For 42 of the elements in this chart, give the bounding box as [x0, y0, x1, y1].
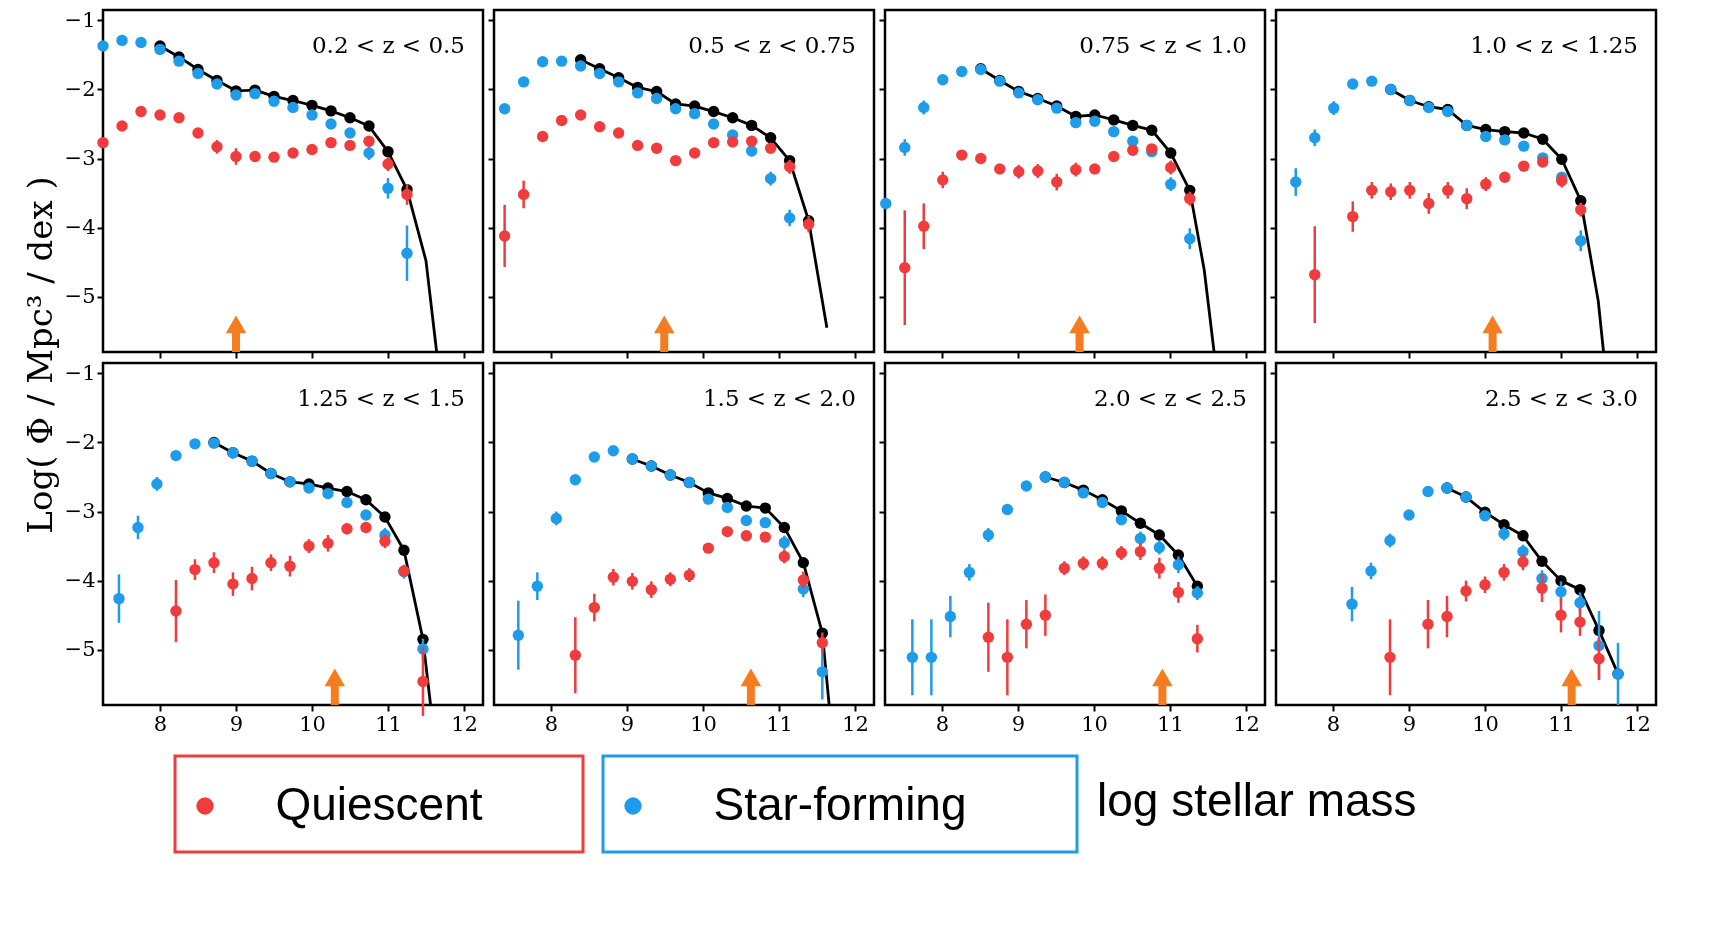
- legend-label: Star-forming: [713, 778, 967, 830]
- y-tick-label: −2: [64, 76, 96, 101]
- y-tick-label: −3: [64, 146, 96, 171]
- x-tick-label: 11: [1548, 711, 1575, 736]
- x-tick-label: 10: [690, 711, 717, 736]
- legend-label: Quiescent: [275, 778, 483, 830]
- text: 0.75 < z < 1.0: [1079, 32, 1247, 58]
- x-tick-label: 11: [766, 711, 793, 736]
- y-tick-label: −5: [64, 284, 96, 309]
- x-tick-label: 8: [544, 711, 559, 736]
- y-tick-label: −3: [64, 499, 96, 524]
- text: 0.2 < z < 0.5: [311, 32, 465, 58]
- x-tick-label: 10: [1081, 711, 1108, 736]
- text: 1.0 < z < 1.25: [1470, 32, 1638, 58]
- x-axis-title: log stellar mass: [1097, 774, 1417, 826]
- x-tick-label: 12: [1233, 711, 1260, 736]
- x-tick-label: 9: [1402, 711, 1417, 736]
- x-tick-label: 9: [229, 711, 244, 736]
- y-tick-label: −4: [64, 215, 96, 240]
- y-tick-label: −5: [64, 637, 96, 662]
- x-tick-label: 10: [1472, 711, 1499, 736]
- text: 0.5 < z < 0.75: [688, 32, 856, 58]
- y-tick-label: −4: [64, 568, 96, 593]
- x-tick-label: 12: [842, 711, 869, 736]
- x-tick-label: 12: [1624, 711, 1651, 736]
- y-axis-title: Log( Φ / Mpc³ / dex ): [20, 176, 60, 534]
- text: 1.5 < z < 2.0: [702, 385, 856, 411]
- x-tick-label: 9: [620, 711, 635, 736]
- x-tick-label: 12: [451, 711, 478, 736]
- y-tick-label: −1: [64, 360, 96, 385]
- x-tick-label: 8: [1326, 711, 1341, 736]
- x-tick-label: 8: [153, 711, 168, 736]
- x-tick-label: 9: [1011, 711, 1026, 736]
- x-tick-label: 11: [1157, 711, 1184, 736]
- y-tick-label: −2: [64, 429, 96, 454]
- x-tick-label: 10: [299, 711, 326, 736]
- x-tick-label: 8: [935, 711, 950, 736]
- text: 2.0 < z < 2.5: [1093, 385, 1247, 411]
- y-tick-label: −1: [64, 7, 96, 32]
- text: 1.25 < z < 1.5: [297, 385, 465, 411]
- x-tick-label: 11: [375, 711, 402, 736]
- text: 2.5 < z < 3.0: [1484, 385, 1638, 411]
